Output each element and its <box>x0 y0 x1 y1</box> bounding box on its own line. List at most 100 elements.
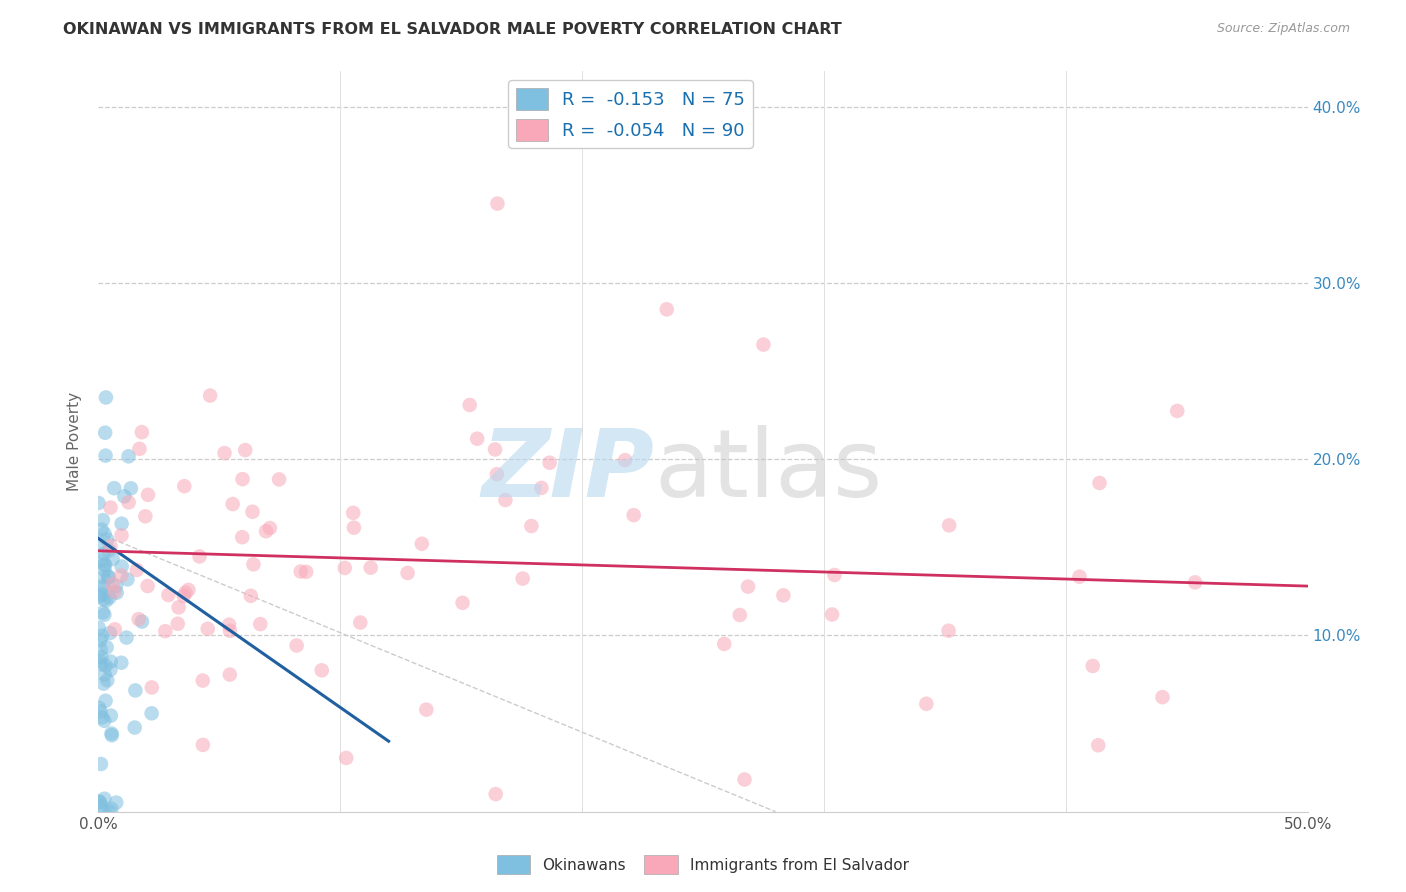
Point <box>93 607 115 622</box>
Point <box>728 607 751 622</box>
Text: OKINAWAN VS IMMIGRANTS FROM EL SALVADOR MALE POVERTY CORRELATION CHART: OKINAWAN VS IMMIGRANTS FROM EL SALVADOR … <box>63 22 842 37</box>
Point <box>93 547 115 561</box>
Point <box>124 721 146 735</box>
Point <box>110 568 132 582</box>
Point <box>105 796 128 810</box>
Point <box>290 565 312 579</box>
Point <box>91 629 114 643</box>
Point <box>124 683 146 698</box>
Point <box>90 650 112 665</box>
Point <box>166 616 188 631</box>
Point <box>117 495 139 509</box>
Point <box>90 642 112 657</box>
Point <box>89 795 111 809</box>
Point <box>94 558 117 572</box>
Point <box>623 508 645 522</box>
Point <box>97 570 120 584</box>
Point <box>91 587 114 601</box>
Point <box>93 570 115 584</box>
Text: ZIP: ZIP <box>482 425 655 517</box>
Text: atlas: atlas <box>655 425 883 517</box>
Point <box>93 714 115 728</box>
Point <box>134 509 156 524</box>
Point <box>90 757 112 772</box>
Point <box>100 539 122 553</box>
Point <box>254 524 277 539</box>
Point <box>136 488 159 502</box>
Point <box>360 560 382 574</box>
Point <box>218 617 240 632</box>
Point <box>90 705 112 719</box>
Point <box>1081 659 1104 673</box>
Point <box>94 391 117 405</box>
Point <box>485 467 508 482</box>
Point <box>614 453 637 467</box>
Point <box>512 572 534 586</box>
Point <box>396 566 419 580</box>
Point <box>90 553 112 567</box>
Point <box>188 549 211 564</box>
Point <box>125 563 148 577</box>
Point <box>249 617 271 632</box>
Point <box>1087 738 1109 752</box>
Point <box>311 663 333 677</box>
Point <box>128 612 150 626</box>
Point <box>131 425 153 439</box>
Point <box>87 496 110 510</box>
Point <box>415 703 437 717</box>
Point <box>91 710 114 724</box>
Point <box>538 456 561 470</box>
Point <box>157 588 180 602</box>
Point <box>100 726 122 740</box>
Point <box>89 538 111 552</box>
Point <box>242 505 264 519</box>
Point <box>110 528 132 542</box>
Point <box>93 592 115 607</box>
Point <box>485 787 508 801</box>
Point <box>233 443 256 458</box>
Point <box>465 432 488 446</box>
Point <box>101 728 124 742</box>
Point <box>90 523 112 537</box>
Point <box>96 640 118 655</box>
Point <box>115 631 138 645</box>
Point <box>94 593 117 607</box>
Point <box>173 589 195 603</box>
Point <box>752 337 775 351</box>
Legend: Okinawans, Immigrants from El Salvador: Okinawans, Immigrants from El Salvador <box>491 849 915 880</box>
Point <box>259 521 281 535</box>
Point <box>100 802 122 816</box>
Point <box>231 530 253 544</box>
Point <box>111 516 134 531</box>
Point <box>93 676 115 690</box>
Point <box>117 573 139 587</box>
Point <box>167 600 190 615</box>
Point <box>120 481 142 495</box>
Point <box>938 624 960 638</box>
Point <box>242 558 264 572</box>
Point <box>486 196 509 211</box>
Point <box>104 623 127 637</box>
Point <box>89 654 111 668</box>
Point <box>93 558 115 572</box>
Text: Source: ZipAtlas.com: Source: ZipAtlas.com <box>1216 22 1350 36</box>
Point <box>285 639 308 653</box>
Point <box>97 569 120 583</box>
Point <box>734 772 756 787</box>
Point <box>103 584 125 599</box>
Point <box>93 526 115 541</box>
Point <box>938 518 960 533</box>
Point <box>91 606 114 620</box>
Point <box>91 579 114 593</box>
Point <box>214 446 236 460</box>
Point <box>94 425 117 440</box>
Point <box>1088 475 1111 490</box>
Point <box>98 591 121 605</box>
Point <box>91 581 114 595</box>
Point <box>141 681 163 695</box>
Point <box>349 615 371 630</box>
Point <box>98 626 121 640</box>
Point <box>458 398 481 412</box>
Point <box>173 479 195 493</box>
Point <box>94 658 117 673</box>
